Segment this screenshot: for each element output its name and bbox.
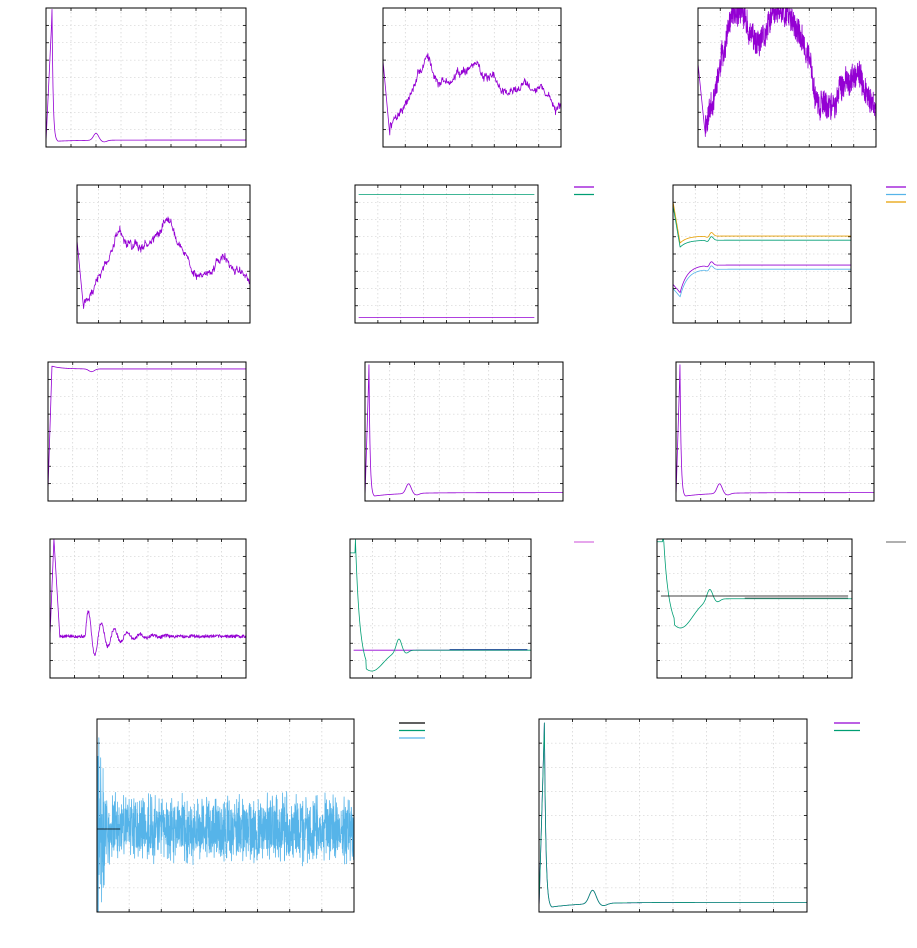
plot-frame [656,538,853,679]
legend-panel-13 [399,722,425,739]
series-line-1 [49,538,247,656]
chart-panel-13 [96,718,355,913]
chart-panel-3 [697,7,877,148]
chart-panel-1 [45,7,247,148]
series-line-1 [364,364,563,497]
chart-panel-9 [675,361,875,502]
series-line-2 [672,265,851,298]
chart-panel-14 [538,718,808,913]
series-line-4 [672,205,851,248]
chart-panel-10 [49,538,247,679]
legend-panel-6 [886,186,906,203]
plot-frame [45,7,247,148]
chart-panel-6 [672,184,852,324]
plot-frame [47,361,247,502]
series-line-1 [47,365,246,490]
chart-panel-2 [382,7,562,148]
series-line-1 [657,538,852,629]
series-line-3 [672,201,851,244]
plot-frame [697,7,877,148]
plot-frame [672,184,852,324]
series-line-1 [697,7,877,137]
chart-panel-11 [349,538,532,679]
chart-panel-12 [656,538,853,679]
chart-panel-5 [354,184,539,324]
plot-frame [675,361,875,502]
plot-frame [49,538,247,679]
legend-panel-14 [834,722,860,732]
series-line-1 [672,261,851,294]
series-line-2 [350,539,531,672]
series-line-1 [76,216,251,309]
plot-frame [382,7,562,148]
plot-frame [354,184,539,324]
plot-frame [364,361,564,502]
series-line-1 [96,737,355,913]
plot-frame [538,718,808,913]
chart-panel-7 [47,361,247,502]
series-line-1 [45,8,246,143]
series-line-2 [538,722,807,909]
series-line-1 [675,364,874,497]
series-line-1 [382,53,562,136]
plot-frame [76,184,251,324]
chart-panel-4 [76,184,251,324]
chart-panel-8 [364,361,564,502]
plot-frame [349,538,532,679]
plot-frame [96,718,355,913]
legend-panel-5 [574,186,594,196]
